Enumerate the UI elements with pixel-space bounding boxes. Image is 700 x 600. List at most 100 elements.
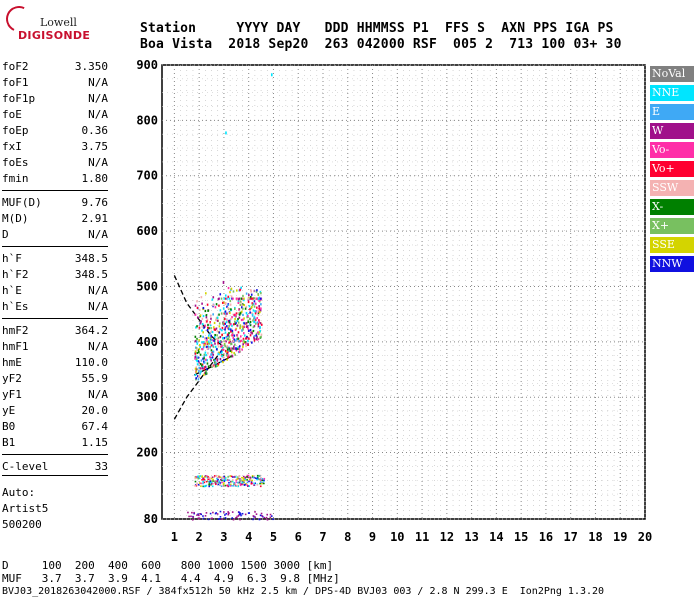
echo-point [228, 335, 231, 338]
echo-point [210, 349, 213, 352]
echo-point [225, 512, 228, 515]
echo-point [245, 483, 247, 485]
echo-point [259, 485, 262, 488]
echo-point [223, 343, 226, 346]
echo-point [237, 312, 239, 315]
echo-point [210, 483, 213, 485]
echo-point [208, 476, 211, 479]
echo-point [214, 365, 217, 368]
echo-point [195, 377, 197, 380]
echo-point [195, 340, 198, 343]
echo-point [188, 515, 190, 518]
echo-point [228, 479, 231, 482]
echo-point [248, 329, 250, 332]
echo-point [232, 484, 235, 487]
echo-point [202, 357, 204, 360]
echo-point [241, 348, 243, 351]
echo-point [252, 309, 255, 312]
echo-point [241, 476, 243, 479]
param-label: hmE [2, 356, 22, 369]
param-row-foes: foEs N/A [2, 156, 108, 172]
echo-point [199, 513, 202, 515]
echo-point [202, 340, 205, 344]
echo-point [260, 333, 263, 336]
echo-point [225, 479, 227, 481]
echo-point [218, 518, 221, 520]
echo-point [195, 347, 198, 350]
echo-point [223, 312, 226, 315]
echo-point [209, 355, 211, 358]
echo-point [237, 346, 240, 349]
param-value: 3.350 [74, 60, 108, 73]
echo-point [215, 474, 217, 477]
echo-point [203, 478, 206, 481]
echo-point [256, 289, 258, 292]
param-value: 1.15 [81, 436, 109, 449]
echo-point [252, 297, 254, 300]
echo-point [239, 340, 241, 343]
echo-point [258, 296, 261, 299]
autoscale-method: Artist5 [2, 502, 49, 515]
echo-point [214, 333, 216, 337]
echo-point [254, 516, 257, 518]
echo-point [194, 355, 197, 358]
echo-point [196, 375, 199, 378]
echo-point [254, 511, 256, 513]
echo-point [250, 311, 253, 315]
echo-point [259, 326, 261, 329]
echo-point [212, 482, 215, 485]
echo-point [215, 317, 218, 320]
echo-point [231, 333, 234, 336]
echo-point [213, 365, 216, 368]
y-tick-label: 900 [136, 58, 158, 72]
echo-point [242, 481, 244, 483]
echo-point [261, 482, 263, 485]
echo-point [216, 316, 219, 319]
echo-point [224, 331, 227, 334]
y-tick-label: 600 [136, 224, 158, 238]
legend-item-vo: Vo- [650, 142, 694, 158]
param-row-fof1: foF1 N/A [2, 76, 108, 92]
echo-point [242, 313, 244, 317]
x-tick-label: 5 [270, 530, 277, 544]
x-tick-label: 16 [539, 530, 553, 544]
echo-point [218, 340, 221, 343]
echo-point [207, 518, 210, 521]
echo-point [206, 339, 208, 342]
echo-point [217, 478, 219, 481]
echo-point [203, 485, 206, 488]
param-value: N/A [88, 388, 108, 401]
echo-point [240, 303, 243, 307]
echo-point [248, 317, 251, 320]
echo-point [241, 325, 244, 328]
echo-point [238, 481, 241, 484]
echo-point [212, 313, 214, 316]
echo-point [197, 378, 200, 381]
echo-point [244, 341, 247, 344]
echo-point [217, 362, 220, 366]
param-row-hmf2: hmF2 364.2 [2, 324, 108, 340]
echo-point [206, 362, 209, 365]
echo-point [228, 481, 230, 484]
param-row-d: D N/A [2, 228, 108, 244]
param-value: N/A [88, 340, 108, 353]
echo-point [231, 517, 234, 519]
echo-point [203, 344, 206, 347]
echo-point [226, 351, 228, 354]
echo-point [196, 342, 199, 345]
echo-point [235, 338, 238, 341]
echo-point [198, 517, 201, 520]
x-tick-label: 12 [440, 530, 454, 544]
echo-point [232, 297, 234, 300]
echo-point [205, 345, 208, 348]
echo-point [228, 327, 231, 330]
echo-point [224, 302, 227, 305]
echo-point [257, 337, 260, 341]
echo-point [194, 367, 197, 370]
echo-point [224, 297, 227, 300]
echo-point [238, 513, 241, 515]
echo-point [249, 322, 251, 325]
echo-point [270, 515, 273, 517]
echo-point [218, 322, 221, 325]
